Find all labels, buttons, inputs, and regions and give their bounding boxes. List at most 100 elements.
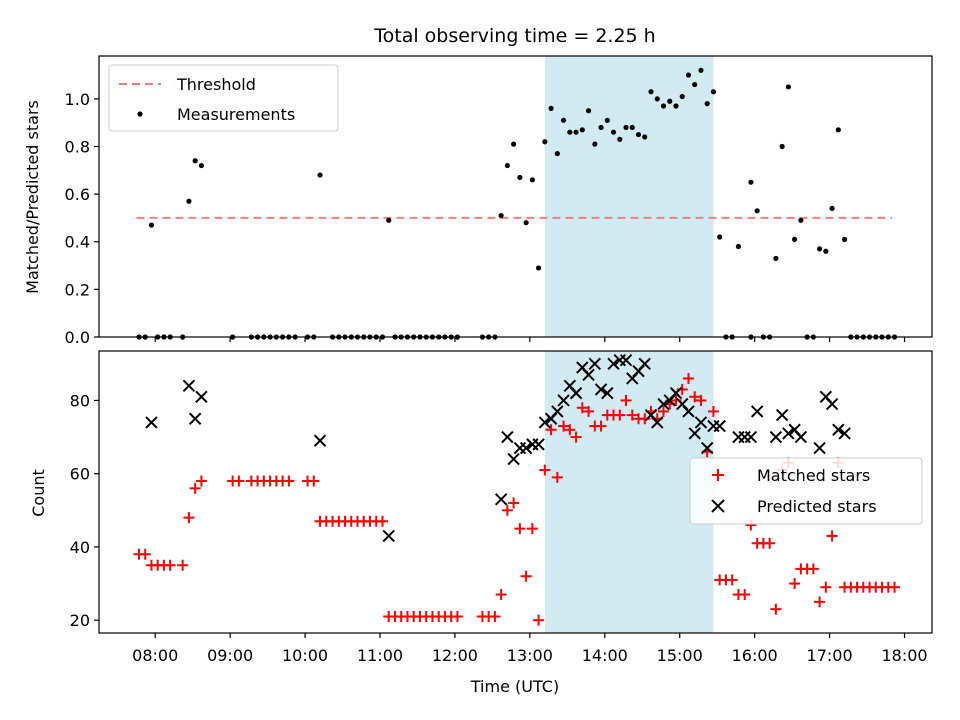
predicted-star-point [507,452,520,466]
bottom-legend-box [689,457,923,525]
top-frame [98,55,933,338]
predicted-star-point [601,386,614,400]
predicted-star-point [619,353,633,367]
measurement-point [823,248,829,254]
predicted-star-point [588,357,602,371]
measurement-point [567,129,573,135]
matched-star-point [233,475,245,487]
predicted-star-point [738,430,751,444]
measurement-point [604,117,610,123]
measurement-point [642,134,648,140]
matched-star-point [564,424,576,436]
matched-star-point [770,603,782,615]
predicted-star-point [713,419,726,433]
predicted-star-point [519,441,533,455]
legend-predicted-label: Predicted stars [757,497,877,516]
predicted-star-point [651,416,664,429]
x-tick-label: 16:00 [732,646,778,665]
bottom-y-tick-label: 20 [70,611,90,630]
top-panel: 0.0 0.2 0.4 0.6 0.8 1.0 Matched/Predicted sta… [23,55,933,347]
x-tick-label: 15:00 [657,646,703,665]
top-y-tick-label: 0.6 [65,185,90,204]
measurement-point [542,139,548,145]
chart-title: Total observing time = 2.25 h [373,25,655,47]
matched-star-point [726,574,738,586]
bottom-y-tick-label: 80 [70,391,90,410]
predicted-star-point [382,529,395,543]
predicted-star-point [607,357,620,371]
matched-star-point [595,420,607,432]
matched-star-point [764,537,776,549]
measurement-point [536,265,542,271]
matched-star-point [501,504,513,516]
matched-star-point [682,372,694,384]
measurement-point [529,177,535,183]
predicted-star-point [532,438,545,451]
predicted-star-point [569,386,583,400]
top-y-tick-label: 0.0 [65,328,90,347]
measurement-point [598,124,604,131]
x-tick-label: 10:00 [282,646,328,665]
x-tick-label: 12:00 [432,646,478,665]
measurement-point [629,124,635,131]
measurement-point [748,179,754,185]
measurement-point [192,158,198,164]
measurement-point [817,246,823,252]
bottom-panel: 20 40 60 80 08:00 09:00 10:00 11:00 12:00 13:00 14… [29,350,933,696]
predicted-stars-points [145,353,851,543]
matched-star-point [551,471,563,483]
predicted-star-point [145,416,158,429]
top-y-tick-label: 0.8 [65,137,90,156]
predicted-star-point [775,408,789,422]
measurement-point [698,67,704,73]
measurement-point [685,72,692,78]
matched-star-point [820,581,832,593]
bottom-y-tick-label: 60 [70,465,90,484]
measurement-point [504,162,510,169]
predicted-star-point [813,441,826,455]
measurement-point [735,243,742,250]
top-y-axis-label: Matched/Predicted stars [23,100,42,294]
measurement-point [617,136,623,142]
matched-star-point [139,548,151,560]
top-y-tick-label: 1.0 [65,90,90,109]
measurement-point [517,174,523,181]
measurement-point [841,236,848,242]
predicted-star-point [669,386,683,400]
measurement-point [785,84,791,90]
matched-star-point [620,394,632,406]
measurement-point [523,220,529,226]
matched-star-point [814,596,826,608]
matched-star-point [526,523,538,535]
bottom-y-tick-label: 40 [70,538,90,557]
matched-star-point [626,409,638,421]
legend-predicted-swatch [711,499,725,513]
measurement-point [654,96,660,102]
legend-measurements-swatch [137,111,143,117]
top-legend-box [108,64,339,132]
measurement-point [548,105,554,111]
x-axis-label: Time (UTC) [470,677,559,696]
predicted-star-point [832,423,845,436]
matched-star-point [689,391,701,403]
top-legend: Threshold Measurements [108,64,339,132]
matched-star-point [533,614,545,626]
predicted-star-point [794,430,808,444]
matched-star-point [451,611,463,623]
predicted-star-point [825,397,839,411]
matched-star-point [539,464,551,476]
measurement-point [798,217,804,223]
matched-star-point [520,570,532,582]
predicted-star-point [688,427,701,440]
x-tick-label: 09:00 [207,646,253,665]
matched-star-point [789,578,801,590]
measurement-point [835,127,841,133]
measurement-point [623,124,629,131]
measurement-point [579,127,585,133]
matched-star-point [183,512,195,524]
measurement-point [585,108,592,114]
measurement-point [667,98,673,104]
matched-star-point [164,559,176,571]
predicted-star-point [494,493,508,506]
predicted-star-point [782,427,795,440]
